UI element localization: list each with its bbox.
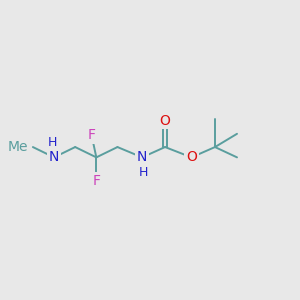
Text: O: O <box>160 114 170 128</box>
Text: H: H <box>48 136 57 149</box>
Text: Me: Me <box>8 140 28 154</box>
Text: N: N <box>49 150 59 164</box>
Text: N: N <box>137 150 147 164</box>
Text: O: O <box>186 150 197 164</box>
Text: F: F <box>88 128 96 142</box>
Text: F: F <box>92 174 100 188</box>
Text: H: H <box>139 166 148 178</box>
